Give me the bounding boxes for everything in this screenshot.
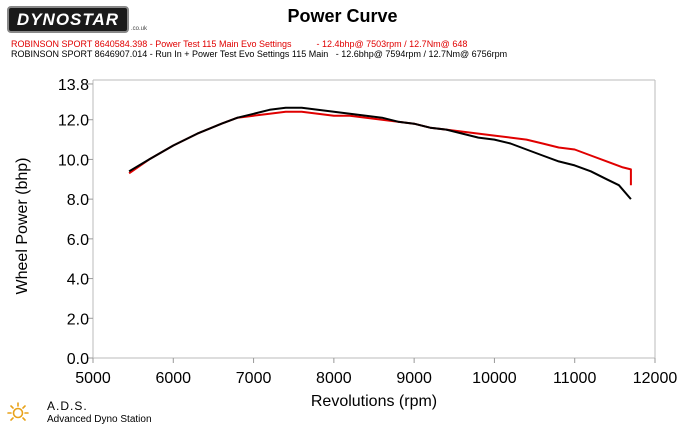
x-tick-label: 11000 xyxy=(553,370,596,387)
chart-title: Power Curve xyxy=(287,6,398,26)
y-tick-label: 2.0 xyxy=(67,311,89,328)
y-axis-label: Wheel Power (bhp) xyxy=(14,158,31,295)
x-tick-label: 8000 xyxy=(316,370,352,387)
x-tick-label: 7000 xyxy=(236,370,272,387)
x-tick-label: 10000 xyxy=(472,370,517,387)
y-tick-label: 0.0 xyxy=(67,351,89,368)
y-tick-label: 8.0 xyxy=(67,192,89,209)
legend-run-2: ROBINSON SPORT 8646907.014 - Run In + Po… xyxy=(11,49,508,59)
dynostar-logo: DYNOSTAR xyxy=(7,6,129,33)
y-tick-label: 12.0 xyxy=(58,113,89,130)
ads-subtitle: Advanced Dyno Station xyxy=(47,414,152,425)
series-line-2 xyxy=(128,106,632,200)
x-axis-label: Revolutions (rpm) xyxy=(311,393,437,410)
ads-title: A.D.S. xyxy=(47,399,88,413)
y-ticks: 0.0 2.0 4.0 6.0 8.0 10.0 12.0 13.8 xyxy=(58,77,93,368)
y-tick-label: 4.0 xyxy=(67,272,89,289)
logo-subtext: .co.uk xyxy=(131,26,148,32)
legend-run-1: ROBINSON SPORT 8640584.398 - Power Test … xyxy=(11,39,468,49)
y-tick-label: 6.0 xyxy=(67,232,89,249)
logo-text: DYNOSTAR xyxy=(16,10,120,29)
x-tick-label: 12000 xyxy=(633,370,678,387)
x-tick-label: 9000 xyxy=(396,370,432,387)
x-tick-label: 6000 xyxy=(155,370,191,387)
y-tick-label: 10.0 xyxy=(58,152,89,169)
x-ticks: 5000 6000 7000 8000 9000 10000 11000 12000 xyxy=(75,358,677,387)
ads-sun-icon xyxy=(7,402,29,421)
series-lines xyxy=(128,106,632,200)
x-tick-label: 5000 xyxy=(75,370,111,387)
y-tick-label: 13.8 xyxy=(58,77,89,94)
series-line-1 xyxy=(128,110,632,186)
